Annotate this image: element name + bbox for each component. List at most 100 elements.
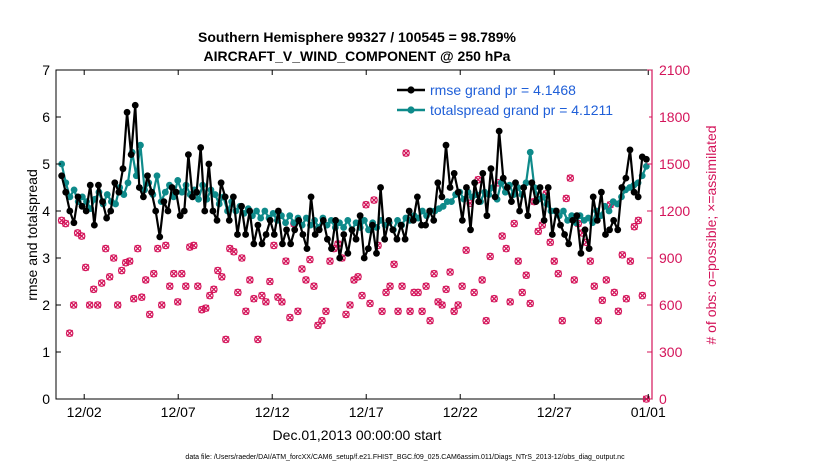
obs-assimilated-marker bbox=[626, 257, 634, 265]
obs-assimilated-marker bbox=[62, 220, 70, 227]
obs-possible-marker bbox=[426, 316, 434, 325]
obs-assimilated-marker bbox=[502, 245, 510, 253]
obs-possible-marker bbox=[478, 276, 486, 284]
legend-spread-marker bbox=[407, 106, 415, 114]
obs-assimilated-marker bbox=[282, 257, 290, 265]
obs-assimilated-marker bbox=[482, 317, 490, 325]
rmse-point bbox=[401, 235, 409, 243]
y-right-tick-label: 1200 bbox=[659, 203, 690, 219]
totalspread-point bbox=[302, 214, 310, 222]
obs-possible-marker bbox=[378, 307, 386, 316]
obs-assimilated-marker bbox=[286, 314, 294, 321]
obs-possible-marker bbox=[250, 294, 258, 303]
rmse-point bbox=[168, 184, 176, 191]
obs-possible-marker bbox=[246, 276, 254, 284]
obs-assimilated-marker bbox=[630, 223, 638, 231]
obs-assimilated-marker bbox=[550, 257, 558, 265]
obs-possible-marker bbox=[386, 282, 394, 291]
totalspread-point bbox=[286, 212, 294, 220]
rmse-point bbox=[127, 151, 135, 159]
obs-assimilated-marker bbox=[166, 282, 174, 290]
y-right-tick-label: 900 bbox=[659, 250, 683, 266]
obs-assimilated-marker bbox=[270, 242, 278, 249]
obs-assimilated-marker bbox=[634, 216, 642, 224]
rmse-point bbox=[495, 127, 503, 135]
rmse-point bbox=[389, 226, 397, 234]
obs-assimilated-marker bbox=[94, 301, 102, 309]
obs-possible-marker bbox=[362, 200, 370, 209]
totalspread-point bbox=[178, 188, 186, 196]
obs-assimilated-marker bbox=[318, 317, 326, 325]
obs-possible-marker bbox=[342, 310, 350, 319]
x-tick-label: 12/02 bbox=[67, 404, 102, 420]
obs-assimilated-marker bbox=[378, 307, 386, 315]
obs-assimilated-marker bbox=[130, 295, 138, 303]
rmse-point bbox=[516, 207, 524, 215]
obs-possible-marker bbox=[157, 301, 166, 309]
obs-possible-marker bbox=[206, 291, 214, 300]
obs-assimilated-marker bbox=[326, 257, 334, 265]
obs-assimilated-marker bbox=[622, 295, 630, 303]
totalspread-point bbox=[269, 209, 277, 217]
obs-assimilated-marker bbox=[198, 306, 206, 314]
obs-assimilated-marker bbox=[206, 292, 214, 300]
obs-assimilated-marker bbox=[354, 273, 362, 281]
rmse-point bbox=[86, 181, 94, 189]
obs-assimilated-marker bbox=[242, 307, 250, 315]
obs-possible-marker bbox=[442, 285, 450, 294]
rmse-point bbox=[70, 219, 78, 227]
totalspread-point bbox=[526, 148, 534, 156]
obs-possible-marker bbox=[190, 241, 198, 250]
obs-possible-marker bbox=[554, 269, 563, 278]
obs-possible-marker bbox=[438, 301, 446, 309]
obs-assimilated-marker bbox=[418, 307, 426, 315]
rmse-point bbox=[385, 217, 393, 224]
obs-possible-marker bbox=[358, 291, 366, 300]
obs-assimilated-marker bbox=[122, 259, 130, 267]
obs-assimilated-marker bbox=[150, 270, 158, 278]
obs-assimilated-marker bbox=[614, 307, 622, 315]
totalspread-point bbox=[642, 162, 650, 170]
obs-possible-marker bbox=[194, 282, 202, 291]
obs-possible-marker bbox=[129, 294, 138, 303]
obs-possible-marker bbox=[566, 174, 575, 182]
obs-assimilated-marker bbox=[398, 282, 406, 290]
obs-assimilated-marker bbox=[506, 298, 514, 306]
obs-assimilated-marker bbox=[470, 289, 478, 296]
obs-assimilated-marker bbox=[298, 265, 306, 273]
obs-possible-marker bbox=[314, 321, 322, 330]
obs-possible-marker bbox=[510, 219, 518, 228]
obs-assimilated-marker bbox=[114, 301, 122, 309]
obs-possible-marker bbox=[402, 149, 410, 157]
obs-possible-marker bbox=[462, 246, 470, 254]
totalspread-point bbox=[584, 214, 592, 222]
obs-possible-marker bbox=[354, 272, 362, 281]
y-axis-label-right: # of obs: o=possible; ×=assimilated bbox=[703, 125, 719, 344]
obs-possible-marker bbox=[390, 260, 398, 269]
rmse-point bbox=[164, 207, 172, 215]
x-tick-label: 01/01 bbox=[631, 404, 666, 420]
obs-assimilated-marker bbox=[294, 307, 302, 315]
y-left-tick-label: 3 bbox=[42, 250, 50, 266]
obs-assimilated-marker bbox=[342, 310, 350, 318]
rmse-point bbox=[450, 170, 458, 177]
obs-assimilated-marker bbox=[118, 267, 126, 274]
obs-possible-marker bbox=[202, 304, 210, 312]
obs-assimilated-marker bbox=[358, 292, 366, 300]
rmse-point bbox=[426, 207, 434, 215]
rmse-point bbox=[593, 217, 601, 224]
obs-possible-marker bbox=[382, 288, 390, 297]
rmse-point bbox=[299, 231, 307, 238]
rmse-point bbox=[569, 217, 577, 224]
rmse-point bbox=[442, 141, 450, 149]
rmse-point bbox=[123, 108, 131, 116]
obs-assimilated-marker bbox=[490, 295, 498, 303]
totalspread-point bbox=[112, 200, 119, 208]
rmse-point bbox=[438, 193, 446, 201]
obs-possible-marker bbox=[514, 257, 523, 265]
obs-assimilated-marker bbox=[202, 304, 210, 312]
obs-assimilated-marker bbox=[222, 336, 230, 343]
rmse-point bbox=[197, 144, 205, 151]
obs-possible-marker bbox=[558, 316, 567, 325]
